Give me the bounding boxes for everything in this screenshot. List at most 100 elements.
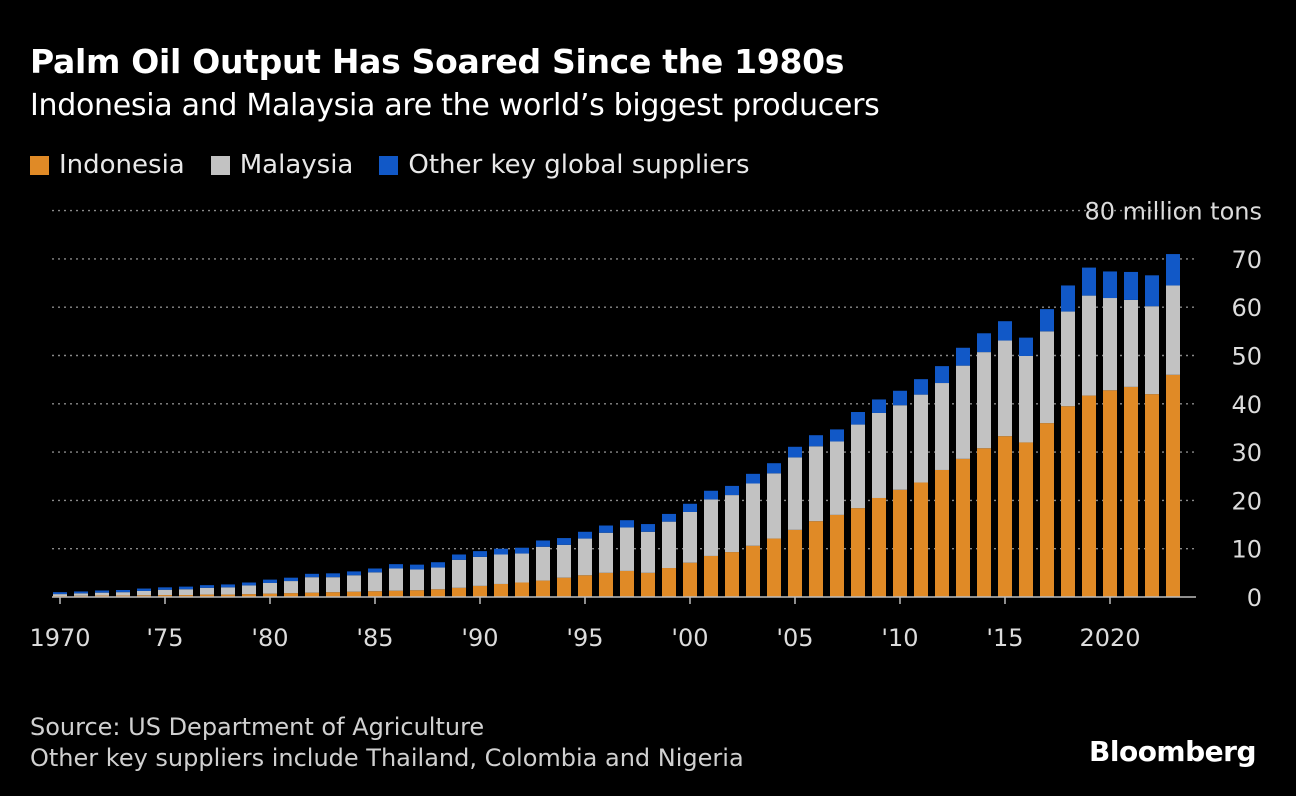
bar-segment-other — [368, 568, 382, 573]
y-tick-label: 70 — [1231, 246, 1262, 274]
legend-label-indonesia: Indonesia — [59, 150, 185, 180]
bar-segment-indonesia — [473, 585, 487, 597]
bar-segment-other — [977, 333, 991, 353]
bar-segment-other — [263, 579, 277, 583]
bar-segment-other — [95, 590, 109, 593]
bar-segment-indonesia — [1103, 390, 1117, 597]
bar-segment-indonesia — [788, 529, 802, 597]
y-tick-label: 50 — [1231, 343, 1262, 371]
bar-segment-malaysia — [368, 572, 382, 592]
legend-item-indonesia: Indonesia — [30, 150, 185, 180]
bar-segment-indonesia — [725, 552, 739, 597]
bar-segment-other — [200, 585, 214, 588]
bar-segment-indonesia — [872, 497, 886, 597]
bar-segment-malaysia — [977, 352, 991, 449]
bar-segment-malaysia — [1040, 331, 1054, 424]
bar-segment-malaysia — [53, 594, 67, 597]
bar-segment-other — [704, 490, 718, 500]
bar-segment-other — [1082, 267, 1096, 296]
bar-segment-indonesia — [1019, 442, 1033, 597]
legend-swatch-indonesia — [30, 155, 49, 175]
bar-segment-other — [1124, 271, 1138, 300]
y-tick-label: 40 — [1231, 391, 1262, 419]
bar-segment-other — [284, 577, 298, 582]
bar-segment-malaysia — [410, 569, 424, 591]
legend-item-other: Other key global suppliers — [379, 150, 750, 180]
bar-segment-malaysia — [305, 577, 319, 593]
bar-segment-other — [662, 513, 676, 522]
bar-segment-other — [305, 573, 319, 578]
bar-segment-other — [326, 573, 340, 578]
bar-segment-indonesia — [263, 593, 277, 597]
bar-segment-other — [851, 412, 865, 425]
bar-segment-other — [1061, 285, 1075, 312]
bar-segment-malaysia — [284, 581, 298, 594]
bar-segment-malaysia — [74, 593, 88, 596]
bar-segment-indonesia — [935, 469, 949, 597]
bar-segment-other — [158, 587, 172, 590]
bar-segment-other — [221, 584, 235, 588]
bar-segment-indonesia — [1145, 394, 1159, 597]
chart-legend: Indonesia Malaysia Other key global supp… — [30, 150, 776, 180]
bar-segment-other — [998, 321, 1012, 341]
bar-segment-malaysia — [1082, 295, 1096, 396]
y-tick-label: 0 — [1247, 584, 1262, 612]
bar-segment-malaysia — [473, 556, 487, 586]
bar-segment-other — [956, 347, 970, 366]
bar-segment-indonesia — [494, 583, 508, 597]
chart-footer: Source: US Department of Agriculture Oth… — [30, 712, 744, 774]
bar-segment-malaysia — [116, 592, 130, 596]
bar-segment-malaysia — [179, 589, 193, 596]
bar-segment-malaysia — [767, 473, 781, 539]
bar-segment-malaysia — [494, 554, 508, 584]
bar-segment-indonesia — [305, 592, 319, 597]
bar-segment-indonesia — [557, 577, 571, 597]
bar-segment-other — [557, 538, 571, 545]
bar-segment-malaysia — [893, 405, 907, 490]
bar-segment-indonesia — [284, 593, 298, 597]
bar-segment-other — [935, 366, 949, 384]
bar-segment-other — [683, 503, 697, 512]
x-tick-label: '90 — [461, 624, 498, 652]
legend-label-other: Other key global suppliers — [408, 150, 750, 180]
bar-segment-indonesia — [242, 594, 256, 597]
bar-segment-malaysia — [1103, 298, 1117, 391]
bar-segment-other — [641, 524, 655, 532]
x-tick-label: '05 — [776, 624, 813, 652]
bar-segment-malaysia — [620, 527, 634, 571]
bar-segment-other — [1166, 254, 1180, 286]
bar-segment-other — [788, 446, 802, 458]
x-tick-label: '10 — [881, 624, 918, 652]
bar-segment-other — [74, 591, 88, 594]
bar-segment-malaysia — [263, 582, 277, 594]
x-tick-label: '75 — [146, 624, 183, 652]
bar-segment-other — [620, 520, 634, 528]
bar-segment-indonesia — [389, 590, 403, 597]
bar-segment-other — [242, 582, 256, 586]
bar-segment-malaysia — [221, 587, 235, 595]
bar-segment-malaysia — [998, 340, 1012, 437]
bar-segment-indonesia — [704, 555, 718, 597]
bar-segment-indonesia — [998, 436, 1012, 597]
legend-swatch-other — [379, 155, 399, 175]
bar-segment-malaysia — [158, 589, 172, 596]
bar-segment-other — [767, 463, 781, 474]
bar-segment-malaysia — [326, 577, 340, 593]
bar-segment-malaysia — [452, 559, 466, 588]
bar-segment-indonesia — [1082, 395, 1096, 597]
bar-segment-indonesia — [578, 575, 592, 597]
bar-segment-other — [452, 554, 466, 560]
bar-segment-malaysia — [1061, 311, 1075, 407]
bar-segment-other — [1019, 337, 1033, 356]
bar-segment-other — [536, 540, 550, 547]
bar-segment-indonesia — [1040, 423, 1054, 597]
bar-segment-indonesia — [767, 538, 781, 597]
bar-segment-malaysia — [1124, 299, 1138, 387]
x-tick-label: '95 — [566, 624, 603, 652]
bar-segment-indonesia — [410, 590, 424, 597]
bar-segment-malaysia — [515, 553, 529, 583]
chart-subtitle: Indonesia and Malaysia are the world’s b… — [30, 88, 880, 123]
bar-segment-other — [473, 551, 487, 557]
bar-segment-other — [1040, 309, 1054, 332]
bar-segment-indonesia — [1061, 406, 1075, 597]
